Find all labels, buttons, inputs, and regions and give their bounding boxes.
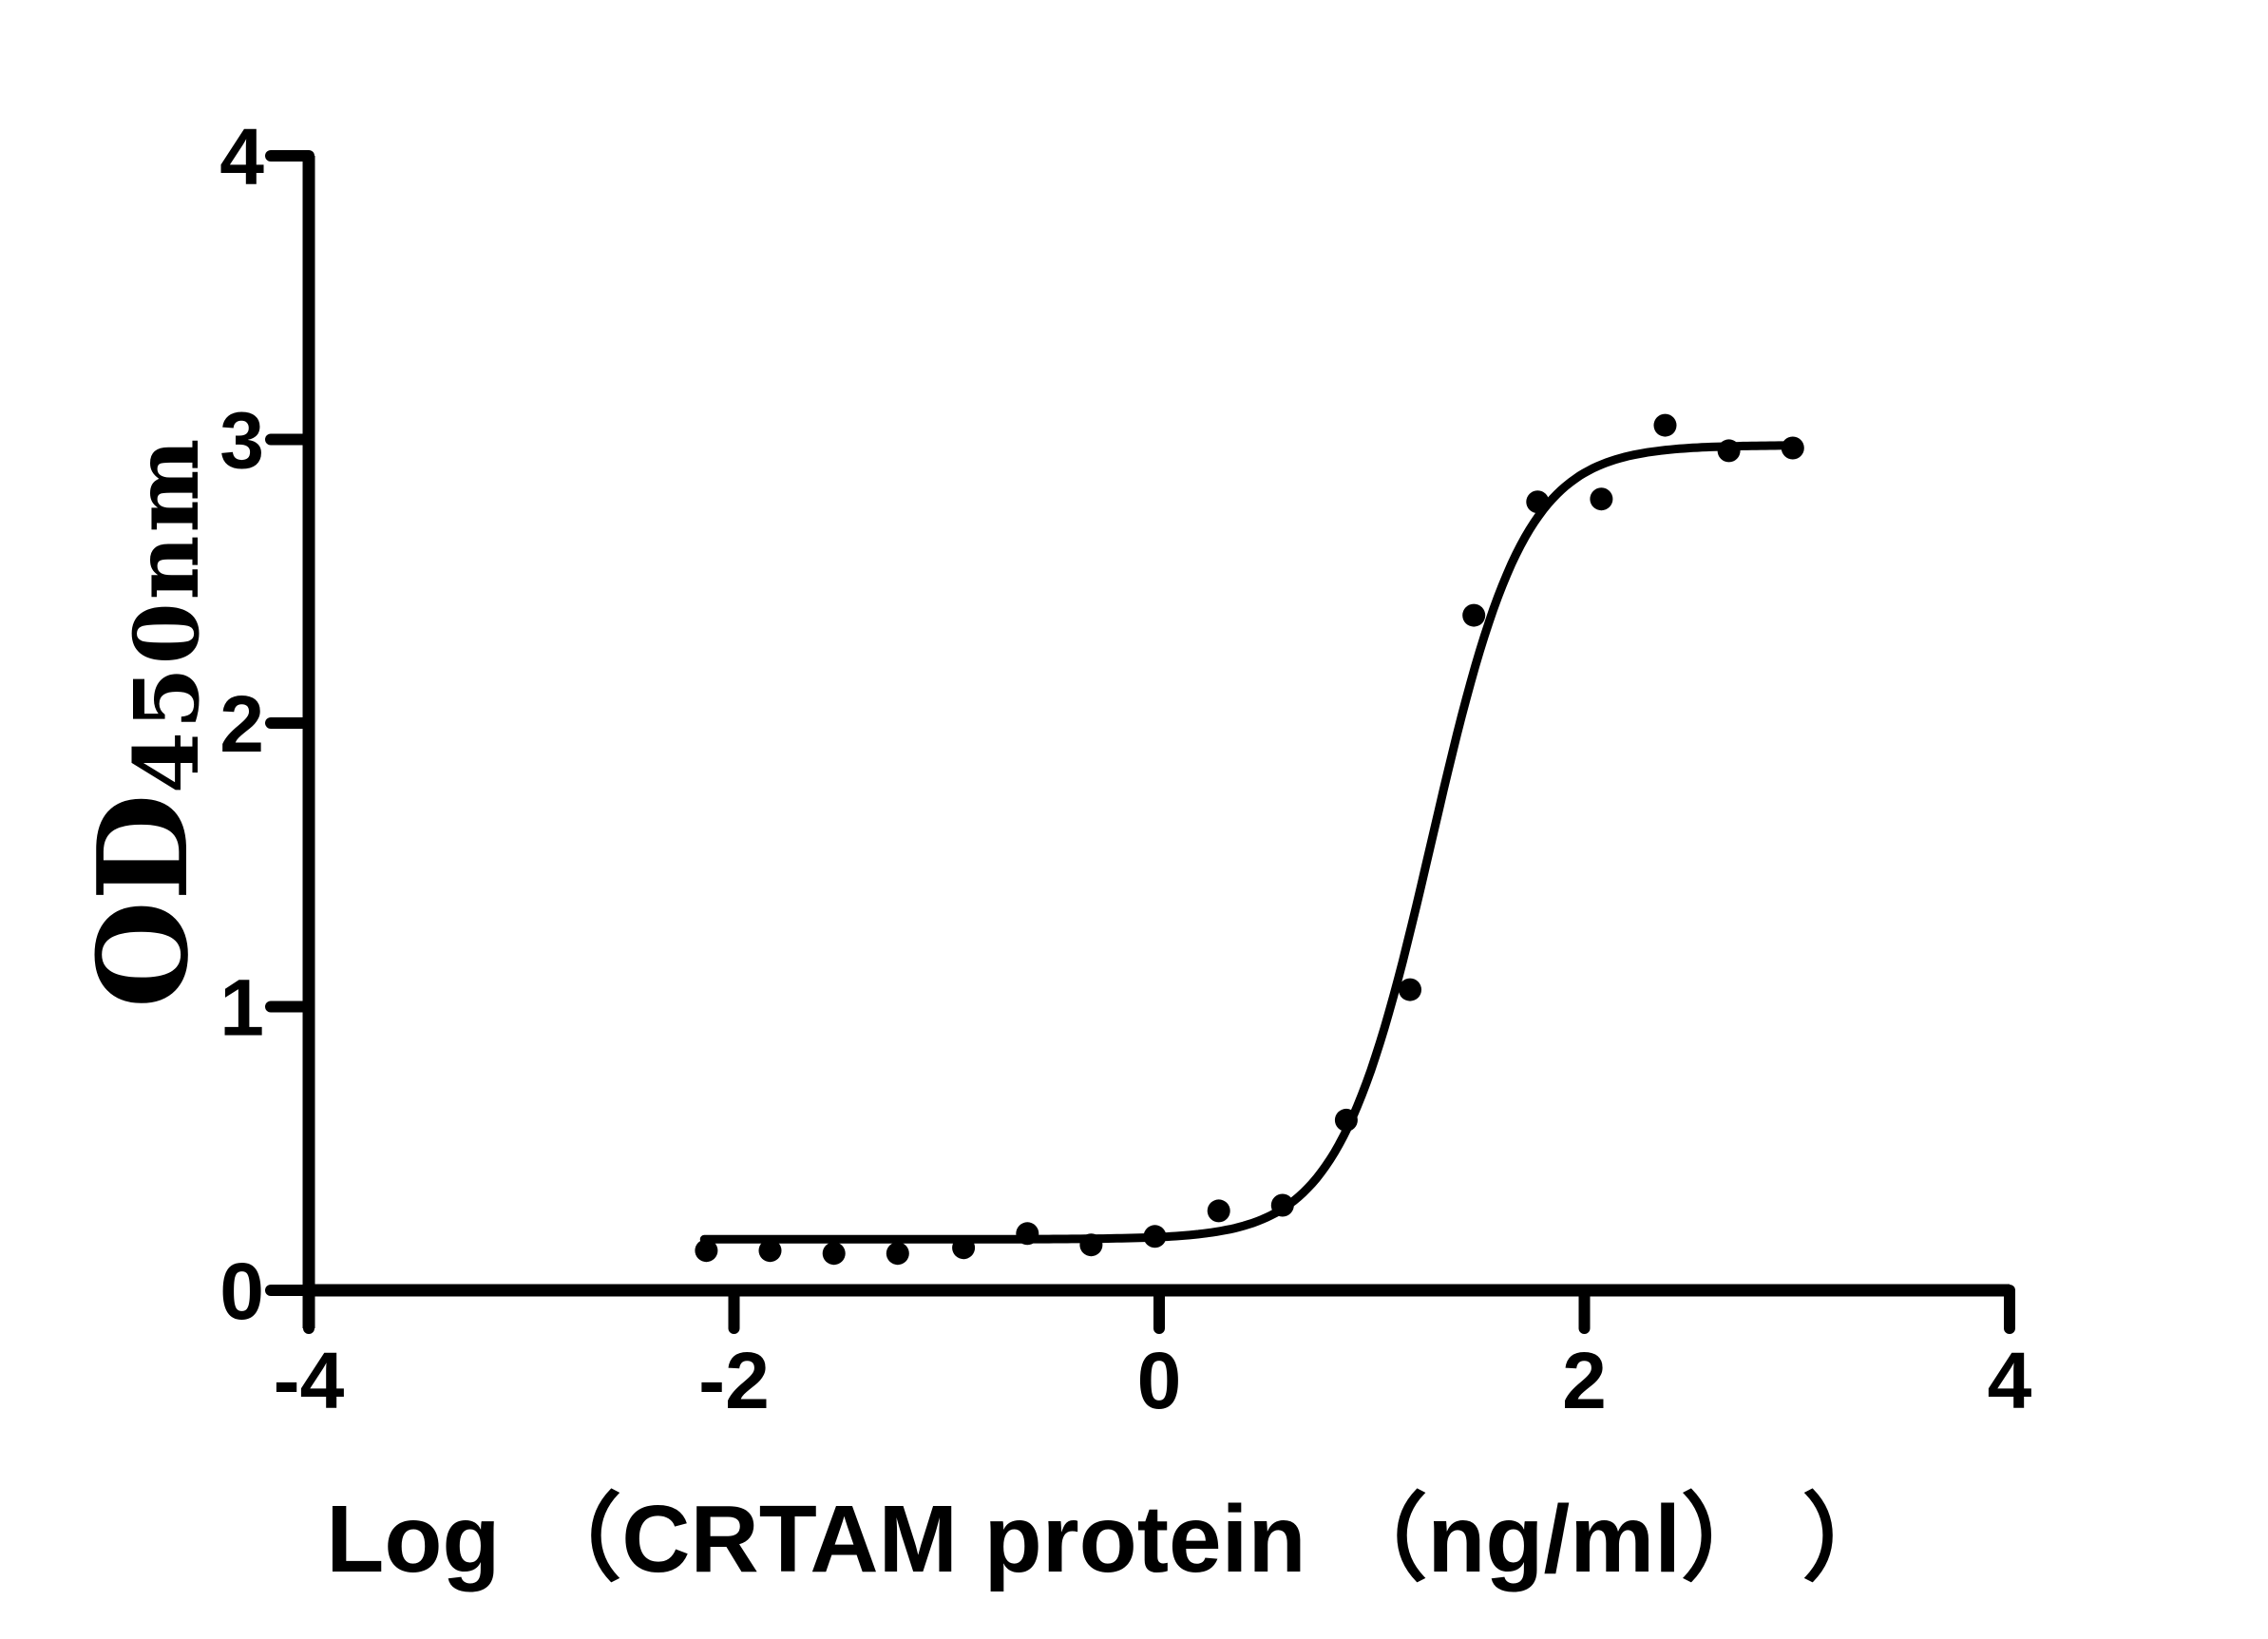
- x-tick-label: 4: [1988, 1336, 2032, 1425]
- data-point: [1462, 603, 1486, 627]
- data-point: [1526, 490, 1550, 514]
- data-point: [952, 1236, 976, 1260]
- data-point: [886, 1242, 909, 1266]
- data-point: [1143, 1225, 1167, 1248]
- x-axis-title: Log （CRTAM protein （ng/ml） ）: [326, 1486, 1897, 1592]
- x-tick-label: -2: [698, 1336, 770, 1425]
- data-point: [1207, 1199, 1230, 1223]
- data-point: [1270, 1193, 1294, 1217]
- y-tick-label: 2: [219, 679, 264, 769]
- data-point: [1717, 439, 1741, 463]
- data-point: [1016, 1222, 1039, 1246]
- y-tick-label: 4: [219, 112, 264, 201]
- data-point: [1079, 1233, 1103, 1257]
- y-axis-title-main: OD: [69, 793, 216, 1009]
- data-point: [1334, 1108, 1358, 1132]
- data-point: [1781, 436, 1804, 460]
- y-tick-label: 3: [219, 396, 264, 486]
- data-point: [1590, 487, 1613, 511]
- fit-curve: [699, 441, 1798, 1244]
- y-axis-title-subscript: 450nm: [115, 435, 220, 794]
- x-tick-label: -4: [274, 1336, 345, 1425]
- data-point: [822, 1242, 846, 1266]
- data-point: [695, 1239, 718, 1263]
- data-point: [758, 1239, 782, 1263]
- x-tick-label: 0: [1137, 1336, 1182, 1425]
- x-tick-label: 2: [1562, 1336, 1607, 1425]
- y-axis-title: OD 450nm: [48, 432, 238, 1012]
- data-point: [1399, 978, 1421, 1001]
- y-tick-label: 1: [219, 963, 264, 1053]
- y-tick-label: 0: [219, 1247, 264, 1336]
- data-point: [1653, 413, 1677, 437]
